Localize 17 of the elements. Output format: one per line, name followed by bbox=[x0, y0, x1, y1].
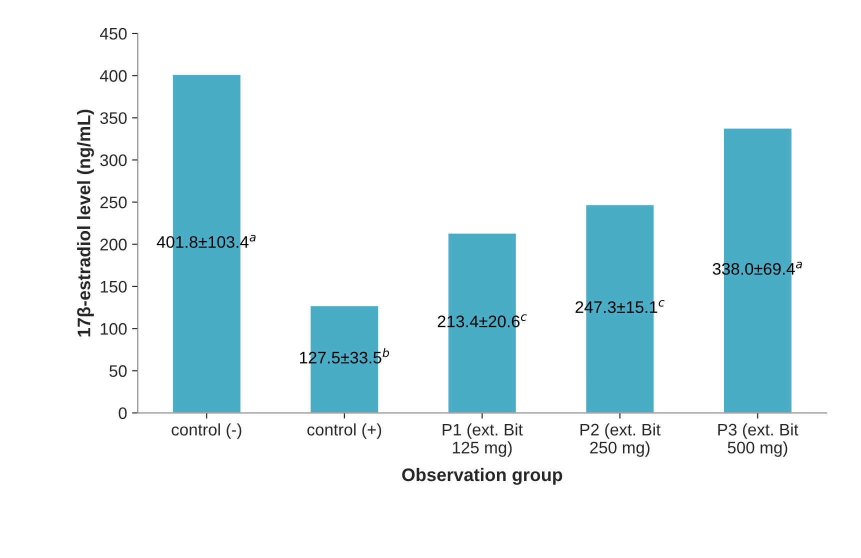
x-tick-label: P2 (ext. Bit 250 mg) bbox=[580, 423, 661, 457]
y-axis-title: 17β-estradiol level (ng/mL) bbox=[77, 110, 94, 336]
y-tick-label: 50 bbox=[109, 365, 127, 377]
y-tick-label: 100 bbox=[100, 323, 127, 335]
y-tick-label: 250 bbox=[100, 196, 127, 208]
y-tick-label: 450 bbox=[100, 28, 127, 40]
y-tick-label: 300 bbox=[100, 154, 127, 166]
y-tick-label: 350 bbox=[100, 112, 127, 124]
x-tick-label: control (-) bbox=[172, 423, 242, 439]
x-tick-label: P1 (ext. Bit 125 mg) bbox=[442, 423, 523, 457]
y-tick-label: 150 bbox=[100, 280, 127, 293]
x-tick-label: control (+) bbox=[307, 423, 382, 439]
x-axis-title: Observation group bbox=[402, 468, 562, 485]
y-tick-label: 200 bbox=[100, 238, 127, 250]
y-tick-label: 0 bbox=[118, 407, 127, 420]
y-tick-label: 400 bbox=[100, 70, 127, 82]
x-tick-label: P3 (ext. Bit 500 mg) bbox=[718, 423, 798, 457]
